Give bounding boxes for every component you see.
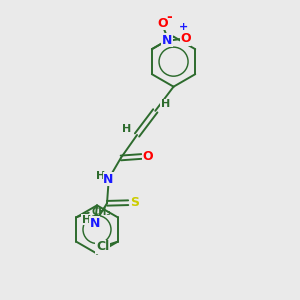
Text: O: O bbox=[142, 150, 153, 163]
Text: H: H bbox=[122, 124, 131, 134]
Text: O: O bbox=[158, 17, 168, 30]
Text: N: N bbox=[89, 217, 100, 230]
Text: CH₃: CH₃ bbox=[92, 207, 111, 217]
Text: H: H bbox=[96, 171, 105, 181]
Text: -: - bbox=[167, 10, 172, 24]
Text: H: H bbox=[161, 99, 170, 110]
Text: O: O bbox=[180, 32, 191, 45]
Text: H: H bbox=[82, 215, 91, 225]
Text: N: N bbox=[162, 34, 172, 47]
Text: Cl: Cl bbox=[96, 240, 109, 254]
Text: N: N bbox=[103, 172, 114, 186]
Text: +: + bbox=[179, 22, 188, 32]
Text: S: S bbox=[130, 196, 139, 209]
